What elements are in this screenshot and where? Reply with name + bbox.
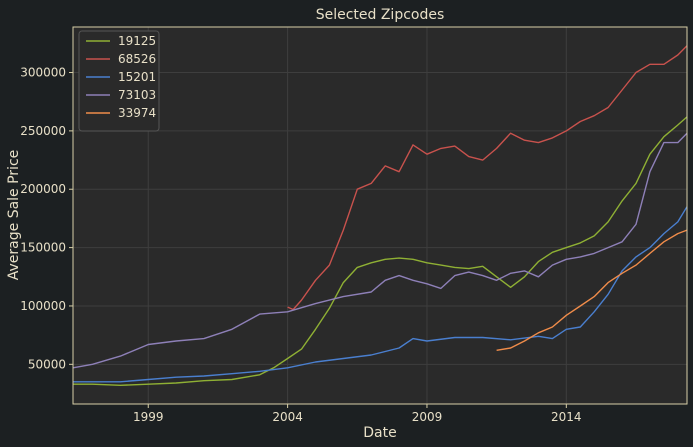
legend: 19125 68526 15201 73103 33974	[78, 30, 160, 132]
axis-ticks: 1999 2004 2009 2014 50000 100000 150000 200000 2…	[20, 66, 581, 424]
legend-label-33974: 33974	[118, 106, 156, 120]
series-line-68526	[287, 45, 688, 311]
plot-area	[73, 27, 687, 404]
plot-frame	[72, 26, 688, 405]
series-lines	[72, 45, 688, 386]
legend-label-73103: 73103	[118, 88, 156, 102]
legend-box	[78, 30, 160, 132]
legend-label-15201: 15201	[118, 70, 156, 84]
y-tick-label: 50000	[28, 357, 66, 371]
x-tick-label: 2009	[412, 410, 443, 424]
y-tick-label: 300000	[20, 66, 66, 80]
legend-label-68526: 68526	[118, 52, 156, 66]
series-line-33974	[496, 229, 688, 351]
x-tick-label: 2004	[272, 410, 303, 424]
y-tick-label: 150000	[20, 241, 66, 255]
series-line-19125	[73, 116, 688, 386]
y-tick-label: 250000	[20, 124, 66, 138]
grid	[73, 27, 687, 404]
legend-label-19125: 19125	[118, 34, 156, 48]
series-line-15201	[73, 206, 688, 383]
y-tick-label: 200000	[20, 182, 66, 196]
x-tick-label: 1999	[133, 410, 164, 424]
chart-title: Selected Zipcodes	[316, 7, 445, 23]
y-tick-label: 100000	[20, 299, 66, 313]
x-axis-label: Date	[363, 425, 396, 441]
x-tick-label: 2014	[551, 410, 582, 424]
series-line-73103	[72, 132, 688, 369]
y-axis-label: Average Sale Price	[6, 150, 22, 281]
